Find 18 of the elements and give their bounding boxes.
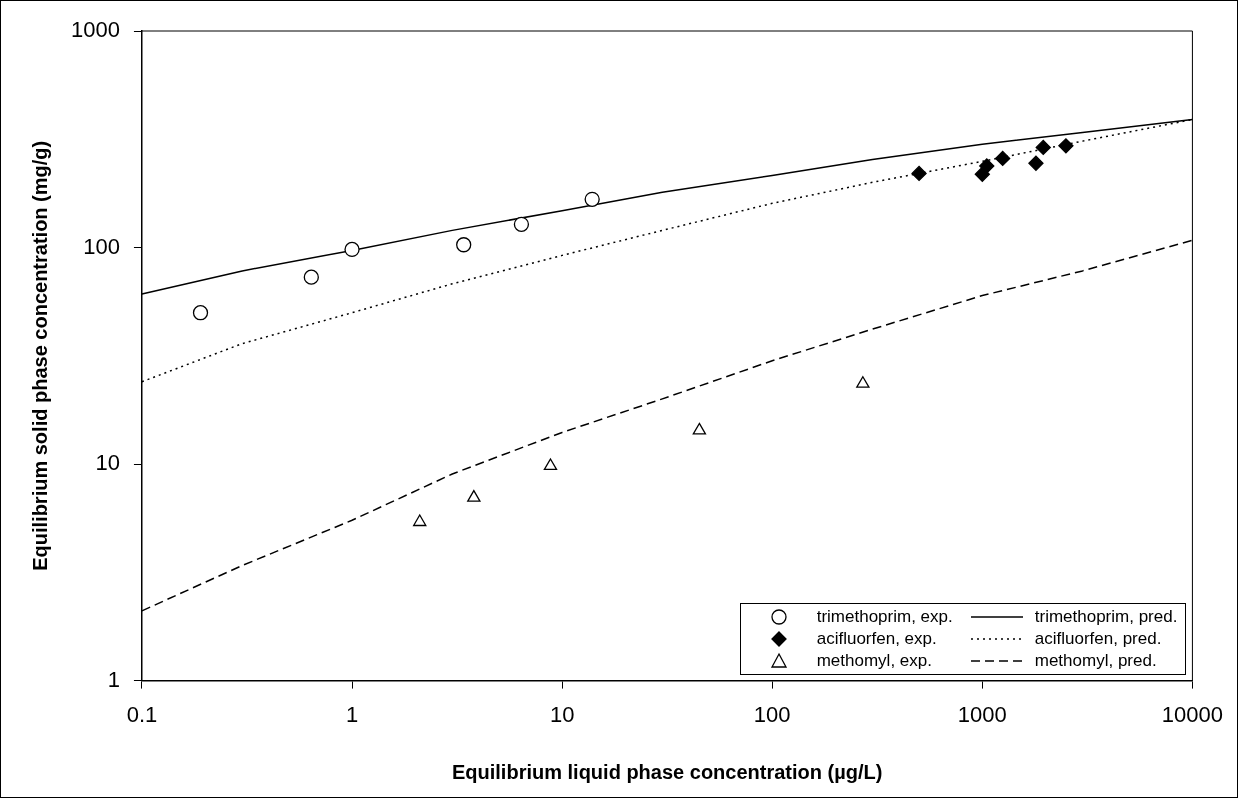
- x-tick-label: 100: [753, 701, 791, 727]
- legend-label: acifluorfen, exp.: [816, 628, 937, 649]
- x-tick-label: 1: [345, 701, 359, 727]
- legend-label: acifluorfen, pred.: [1034, 628, 1162, 649]
- y-tick-label: 10: [95, 450, 120, 476]
- x-tick-label: 10: [549, 701, 575, 727]
- y-tick-label: 1000: [70, 17, 120, 43]
- x-tick-label: 1000: [957, 701, 1007, 727]
- legend-label: trimethoprim, pred.: [1034, 606, 1178, 627]
- y-axis-title: Equilibrium solid phase concentration (mg/g): [28, 140, 51, 571]
- legend-label: methomyl, pred.: [1034, 650, 1157, 671]
- legend-label: methomyl, exp.: [816, 650, 932, 671]
- legend-label: trimethoprim, exp.: [816, 606, 953, 627]
- x-tick-label: 0.1: [126, 701, 158, 727]
- x-tick-label: 10000: [1161, 701, 1224, 727]
- y-tick-label: 1: [107, 666, 120, 692]
- y-tick-label: 100: [83, 233, 120, 259]
- x-axis-title: Equilibrium liquid phase concentration (µg/L): [451, 760, 883, 783]
